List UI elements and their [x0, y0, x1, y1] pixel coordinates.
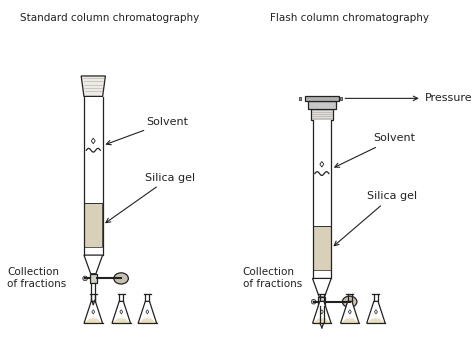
- Polygon shape: [112, 301, 130, 323]
- Polygon shape: [374, 310, 377, 314]
- Polygon shape: [320, 162, 324, 167]
- Text: Standard column chromatography: Standard column chromatography: [20, 13, 200, 24]
- Text: Collection
of fractions: Collection of fractions: [8, 267, 67, 289]
- Polygon shape: [81, 76, 105, 97]
- Polygon shape: [92, 310, 95, 314]
- Polygon shape: [313, 226, 331, 271]
- Polygon shape: [120, 310, 123, 314]
- Polygon shape: [84, 203, 102, 247]
- Polygon shape: [112, 318, 130, 323]
- Polygon shape: [138, 318, 156, 323]
- Polygon shape: [313, 301, 331, 323]
- Text: Solvent: Solvent: [335, 134, 415, 167]
- Bar: [90, 274, 97, 283]
- Text: Solvent: Solvent: [106, 117, 189, 145]
- Polygon shape: [146, 310, 149, 314]
- Polygon shape: [367, 318, 385, 323]
- Polygon shape: [341, 301, 359, 323]
- Polygon shape: [91, 138, 95, 144]
- Ellipse shape: [114, 273, 128, 284]
- Text: Pressure: Pressure: [345, 93, 472, 103]
- Polygon shape: [348, 310, 351, 314]
- Text: Silica gel: Silica gel: [334, 191, 417, 246]
- Polygon shape: [138, 301, 156, 323]
- Polygon shape: [84, 255, 102, 274]
- Polygon shape: [367, 301, 385, 323]
- Circle shape: [311, 299, 316, 304]
- Polygon shape: [84, 301, 102, 323]
- Bar: [339, 97, 342, 100]
- Circle shape: [83, 276, 87, 281]
- Bar: [319, 297, 325, 307]
- Polygon shape: [341, 318, 359, 323]
- Bar: [299, 97, 301, 100]
- Polygon shape: [320, 310, 323, 314]
- Polygon shape: [84, 97, 102, 255]
- Text: Flash column chromatography: Flash column chromatography: [270, 13, 429, 24]
- Ellipse shape: [342, 296, 357, 307]
- Polygon shape: [312, 279, 331, 297]
- Text: Silica gel: Silica gel: [106, 173, 195, 222]
- Polygon shape: [310, 109, 333, 120]
- Polygon shape: [308, 101, 336, 109]
- Polygon shape: [305, 95, 338, 101]
- Text: Collection
of fractions: Collection of fractions: [243, 267, 302, 289]
- Polygon shape: [312, 120, 331, 279]
- Polygon shape: [313, 318, 331, 323]
- Polygon shape: [84, 318, 102, 323]
